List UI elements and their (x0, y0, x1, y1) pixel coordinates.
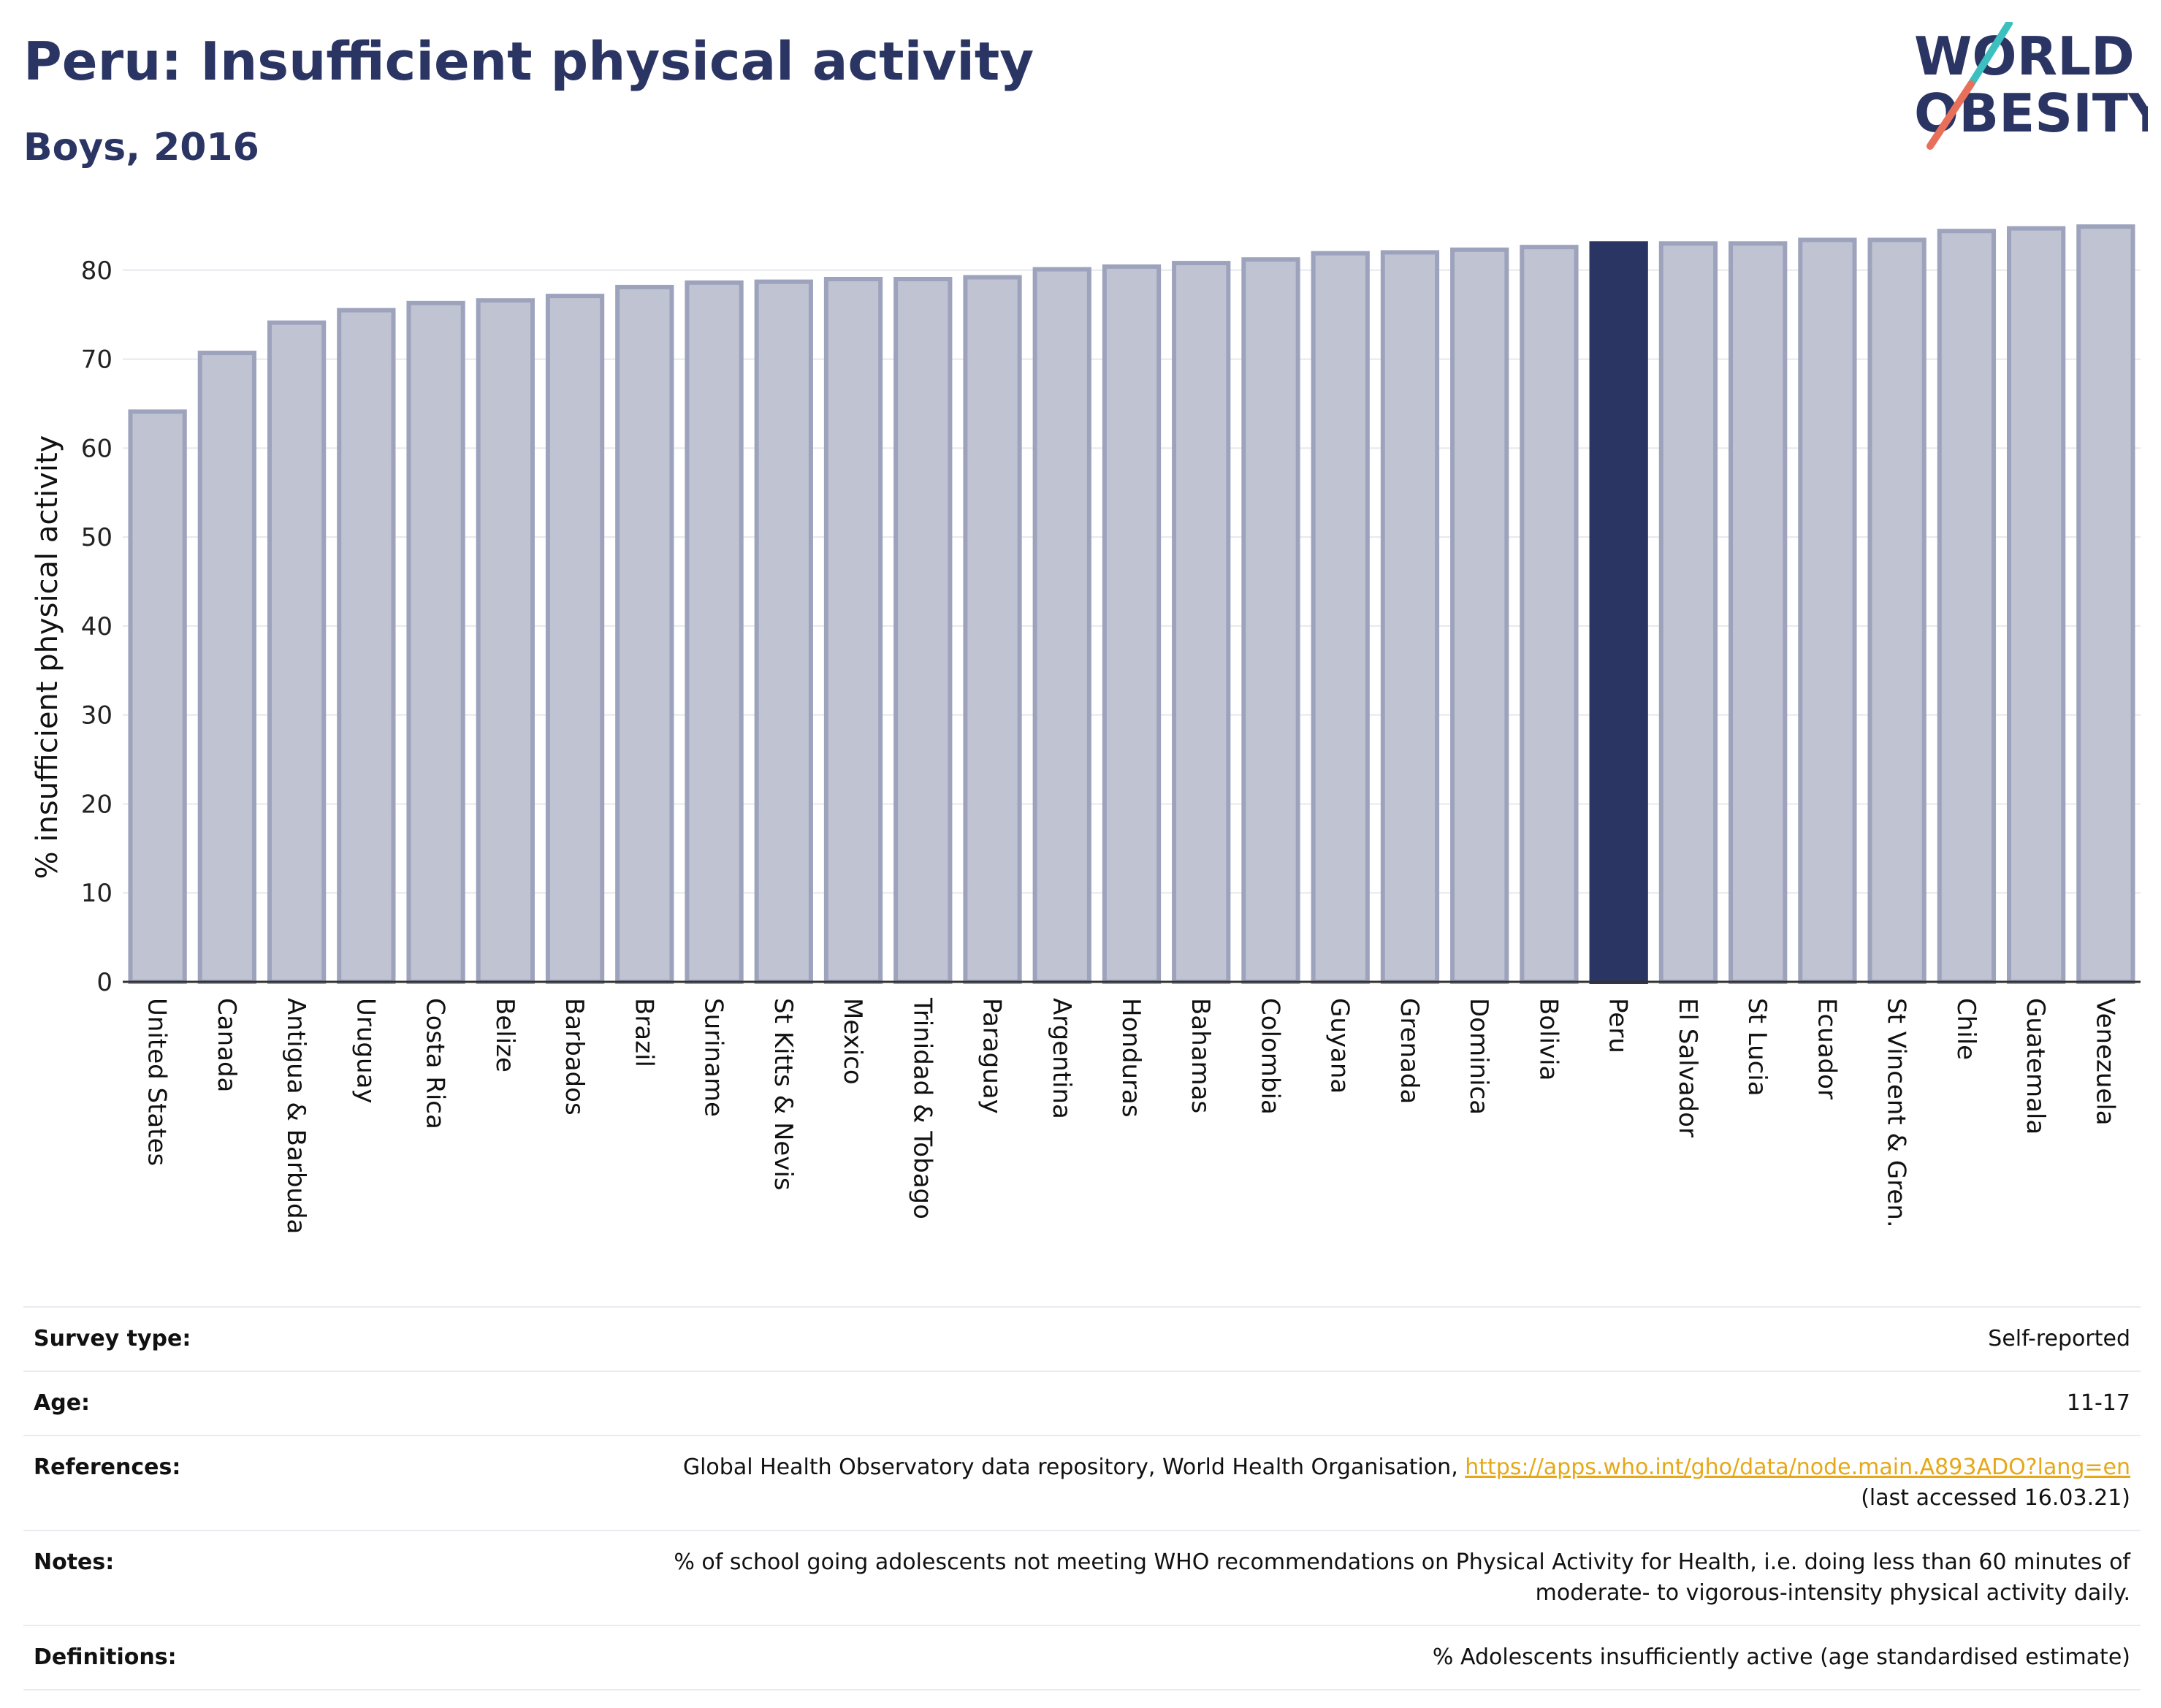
bar-canada (197, 351, 257, 985)
x-tick-label: Argentina (1047, 998, 1076, 1119)
y-tick-label: 10 (81, 879, 113, 908)
x-tick-label: El Salvador (1673, 998, 1702, 1137)
bar-ecuador (1798, 237, 1857, 984)
bar-united-states (128, 409, 187, 984)
bar-el-salvador (1658, 241, 1718, 984)
x-tick-label: Honduras (1116, 998, 1146, 1118)
bar-trinidad-tobago (893, 276, 953, 984)
bar-honduras (1102, 264, 1162, 984)
bar-dominica (1450, 247, 1509, 984)
info-row-notes: Notes: % of school going adolescents not… (23, 1531, 2141, 1626)
bar-st-kitts-nevis (754, 279, 813, 984)
references-text: Global Health Observatory data repositor… (682, 1455, 1466, 1480)
x-tick-label: St Vincent & Gren. (1882, 998, 1911, 1228)
bar-barbados (545, 294, 605, 985)
definitions-label: Definitions: (34, 1644, 177, 1670)
x-tick-label: Grenada (1395, 998, 1424, 1104)
world-obesity-logo: WORLD OBESITY (1914, 22, 2148, 150)
page-title: Peru: Insufficient physical activity (23, 31, 1034, 92)
age-value: 11-17 (2066, 1390, 2130, 1416)
x-tick-label: Mexico (838, 998, 867, 1085)
x-tick-label: Dominica (1464, 998, 1493, 1115)
x-axis-labels: United States Canada Antigua & Barbuda Urug… (142, 997, 2120, 1234)
x-tick-label: Venezuela (2090, 998, 2119, 1126)
notes-label: Notes: (34, 1549, 115, 1575)
x-tick-label: Costa Rica (421, 998, 450, 1129)
y-tick-label: 40 (81, 612, 113, 641)
bar-guatemala (2006, 226, 2066, 985)
survey-type-value: Self-reported (1988, 1326, 2130, 1351)
info-table: Survey type: Self-reported Age: 11-17 Re… (23, 1306, 2141, 1690)
y-tick-label: 80 (81, 256, 113, 286)
y-tick-label: 0 (96, 968, 113, 997)
x-tick-label: Chile (1951, 998, 1981, 1060)
bar-costa-rica (406, 300, 465, 984)
references-label: References: (34, 1455, 181, 1480)
x-tick-label: Brazil (629, 998, 658, 1067)
bar-st-vincent-gren- (1867, 237, 1926, 984)
x-tick-label: Paraguay (977, 998, 1007, 1114)
x-tick-label: Colombia (1255, 998, 1284, 1115)
x-tick-label: Guyana (1325, 998, 1354, 1094)
info-row-references: References: Global Health Observatory da… (23, 1436, 2141, 1531)
y-axis-title: % insufficient physical activity (31, 435, 64, 880)
x-tick-label: Belize (490, 998, 519, 1072)
bar-peru (1589, 241, 1648, 984)
bar-colombia (1241, 257, 1300, 984)
x-tick-label: Canada (212, 998, 241, 1092)
y-tick-label: 30 (81, 701, 113, 731)
page-subtitle: Boys, 2016 (23, 126, 259, 169)
x-tick-label: United States (142, 998, 172, 1166)
notes-line-2: moderate- to vigorous-intensity physical… (1535, 1580, 2130, 1606)
y-tick-label: 20 (81, 790, 113, 819)
logo-slash-teal (1967, 22, 2013, 88)
bar-suriname (685, 280, 744, 984)
bars (128, 224, 2135, 985)
x-tick-label: St Lucia (1742, 998, 1772, 1097)
references-accessed: (last accessed 16.03.21) (1861, 1485, 2130, 1511)
y-tick-label: 70 (81, 346, 113, 375)
bar-guyana (1311, 251, 1370, 984)
age-label: Age: (34, 1390, 91, 1416)
references-link[interactable]: https://apps.who.int/gho/data/node.main.… (1465, 1455, 2130, 1480)
bar-uruguay (337, 308, 396, 984)
definitions-value: % Adolescents insufficiently active (age… (1432, 1644, 2130, 1670)
x-tick-label: Antigua & Barbuda (281, 998, 310, 1234)
bar-bolivia (1520, 245, 1579, 984)
x-tick-label: Barbados (560, 998, 589, 1116)
x-tick-label: Bahamas (1186, 998, 1215, 1113)
logo-text-world: WORLD (1914, 26, 2135, 87)
x-tick-label: Trinidad & Tobago (907, 997, 937, 1219)
bar-belize (476, 298, 535, 984)
info-row-definitions: Definitions: % Adolescents insufficientl… (23, 1626, 2141, 1690)
bar-mexico (823, 276, 883, 984)
logo-slash-coral (1926, 80, 1975, 150)
references-value: Global Health Observatory data repositor… (683, 1452, 2130, 1514)
info-row-survey-type: Survey type: Self-reported (23, 1308, 2141, 1372)
bar-chart: 0 10 20 30 40 50 60 70 80 United States Canada Ant… (31, 224, 2141, 1234)
x-tick-label: Guatemala (2021, 998, 2050, 1135)
x-tick-label: Ecuador (1812, 998, 1841, 1099)
bar-brazil (615, 284, 674, 984)
bar-venezuela (2076, 224, 2135, 984)
bar-argentina (1032, 267, 1091, 984)
bar-antigua-barbuda (267, 320, 327, 984)
y-axis-ticks: 0 10 20 30 40 50 60 70 80 (81, 256, 113, 997)
survey-type-label: Survey type: (34, 1326, 191, 1351)
bar-bahamas (1172, 261, 1231, 984)
x-tick-label: Suriname (699, 998, 728, 1117)
x-tick-label: Uruguay (351, 998, 380, 1104)
x-tick-label: Peru (1604, 998, 1633, 1053)
bar-st-lucia (1729, 241, 1788, 984)
y-tick-label: 60 (81, 434, 113, 463)
x-tick-label: St Kitts & Nevis (769, 998, 798, 1191)
info-row-age: Age: 11-17 (23, 1372, 2141, 1436)
x-tick-label: Bolivia (1533, 998, 1563, 1080)
notes-line-1: % of school going adolescents not meetin… (674, 1549, 2130, 1575)
y-tick-label: 50 (81, 523, 113, 552)
bar-chile (1937, 229, 1997, 984)
bar-paraguay (963, 275, 1022, 984)
notes-value: % of school going adolescents not meetin… (674, 1547, 2130, 1609)
bar-grenada (1380, 250, 1440, 984)
